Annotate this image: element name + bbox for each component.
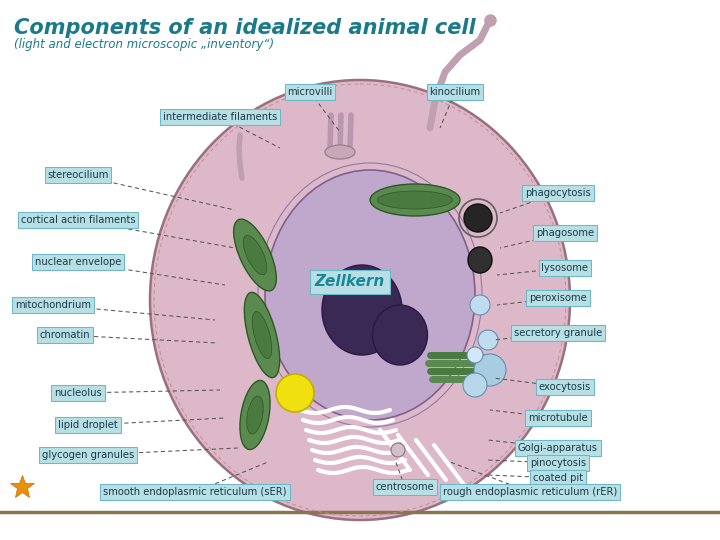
Ellipse shape	[244, 292, 279, 377]
Ellipse shape	[468, 247, 492, 273]
Text: Components of an idealized animal cell: Components of an idealized animal cell	[14, 18, 476, 38]
Ellipse shape	[322, 265, 402, 355]
Text: chromatin: chromatin	[40, 330, 90, 340]
Text: microvilli: microvilli	[287, 87, 333, 97]
Text: cortical actin filaments: cortical actin filaments	[21, 215, 135, 225]
Ellipse shape	[150, 80, 570, 520]
Text: (light and electron microscopic „inventory“): (light and electron microscopic „invento…	[14, 38, 274, 51]
Text: peroxisome: peroxisome	[529, 293, 587, 303]
Ellipse shape	[467, 347, 483, 363]
Text: nucleolus: nucleolus	[54, 388, 102, 398]
Ellipse shape	[265, 170, 475, 420]
Ellipse shape	[370, 184, 460, 216]
Text: Zellkern: Zellkern	[315, 274, 385, 289]
Text: phagosome: phagosome	[536, 228, 594, 238]
Text: lipid droplet: lipid droplet	[58, 420, 118, 430]
Ellipse shape	[233, 219, 276, 291]
Ellipse shape	[478, 330, 498, 350]
Ellipse shape	[464, 204, 492, 232]
Text: pinocytosis: pinocytosis	[530, 458, 586, 468]
Text: secretory granule: secretory granule	[514, 328, 602, 338]
Text: stereocilium: stereocilium	[48, 170, 109, 180]
Text: rough endoplasmic reticulum (rER): rough endoplasmic reticulum (rER)	[443, 487, 617, 497]
Ellipse shape	[325, 145, 355, 159]
Text: coated pit: coated pit	[533, 473, 583, 483]
Text: Golgi-apparatus: Golgi-apparatus	[518, 443, 598, 453]
Ellipse shape	[470, 295, 490, 315]
Text: mitochondrium: mitochondrium	[15, 300, 91, 310]
Ellipse shape	[276, 374, 314, 412]
Text: kinocilium: kinocilium	[429, 87, 480, 97]
Ellipse shape	[247, 396, 264, 434]
Text: glycogen granules: glycogen granules	[42, 450, 134, 460]
Ellipse shape	[252, 312, 271, 359]
Ellipse shape	[474, 354, 506, 386]
Ellipse shape	[243, 235, 266, 275]
Text: centrosome: centrosome	[376, 482, 434, 492]
Text: lysosome: lysosome	[541, 263, 588, 273]
Text: microtubule: microtubule	[528, 413, 588, 423]
Ellipse shape	[240, 381, 270, 450]
Ellipse shape	[377, 191, 452, 209]
Text: phagocytosis: phagocytosis	[525, 188, 591, 198]
Ellipse shape	[391, 443, 405, 457]
Text: nuclear envelope: nuclear envelope	[35, 257, 121, 267]
Text: smooth endoplasmic reticulum (sER): smooth endoplasmic reticulum (sER)	[103, 487, 287, 497]
Text: intermediate filaments: intermediate filaments	[163, 112, 277, 122]
Text: exocytosis: exocytosis	[539, 382, 591, 392]
Ellipse shape	[463, 373, 487, 397]
Ellipse shape	[372, 305, 428, 365]
